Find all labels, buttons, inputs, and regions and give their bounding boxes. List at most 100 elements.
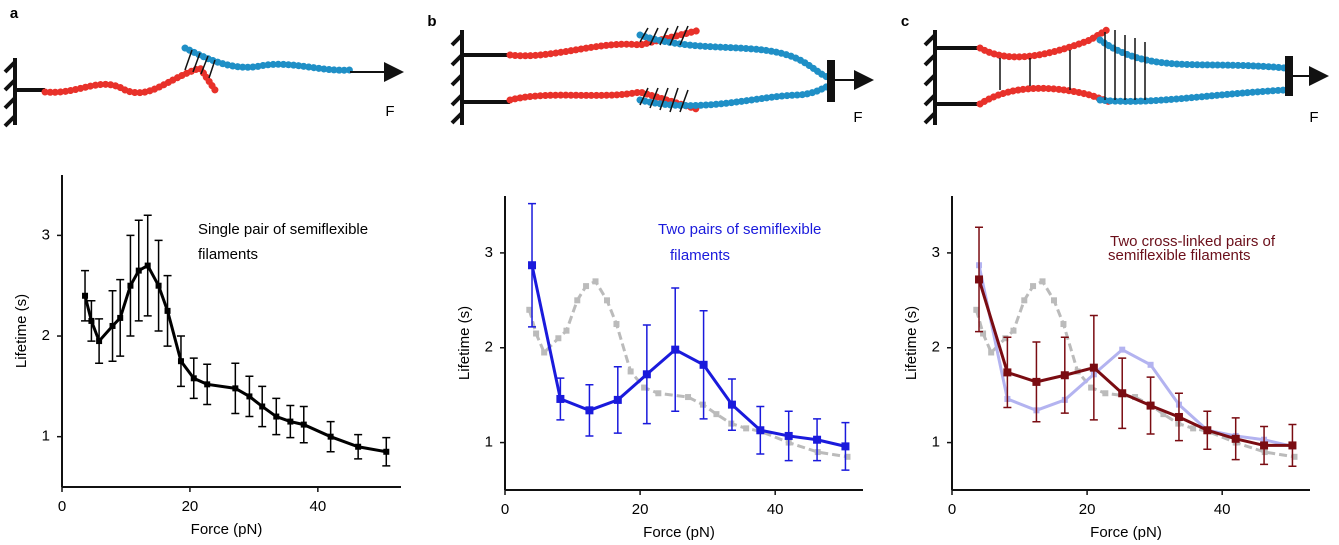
annotation: semiflexible filaments <box>1108 247 1251 264</box>
marker <box>144 262 151 269</box>
series-line <box>530 264 846 448</box>
series-line <box>977 279 1293 447</box>
y-axis-title: Lifetime (s) <box>456 306 473 380</box>
marker <box>1032 377 1041 386</box>
y-tick-label: 3 <box>485 244 493 261</box>
marker <box>613 321 620 328</box>
series-line <box>527 279 848 459</box>
marker <box>1119 346 1126 353</box>
panel-label: c <box>901 13 909 30</box>
marker <box>1039 278 1046 285</box>
marker <box>1003 368 1012 377</box>
marker <box>246 393 253 400</box>
marker <box>556 394 565 403</box>
marker <box>1060 321 1067 328</box>
marker <box>300 421 307 428</box>
marker <box>541 349 548 356</box>
schematic-a <box>3 44 404 128</box>
marker <box>641 384 648 391</box>
series-line <box>977 264 1293 448</box>
marker <box>555 335 562 342</box>
annotation: Two cross-linked pairs of <box>1110 233 1276 250</box>
marker <box>526 306 533 313</box>
marker <box>155 282 162 289</box>
annotation: Two pairs of semiflexible <box>658 221 821 238</box>
force-label: F <box>385 103 394 120</box>
marker <box>1231 434 1240 443</box>
marker <box>727 400 736 409</box>
x-tick-label: 0 <box>948 501 956 518</box>
marker <box>592 278 599 285</box>
marker <box>1002 335 1009 342</box>
schematic-c <box>923 24 1329 125</box>
marker <box>1030 283 1037 290</box>
marker <box>844 453 851 460</box>
marker <box>1291 453 1298 460</box>
marker <box>973 306 980 313</box>
marker <box>1089 363 1098 372</box>
y-tick-label: 1 <box>932 434 940 451</box>
series-line <box>974 279 1295 459</box>
x-tick-label: 0 <box>501 501 509 518</box>
marker <box>1288 441 1297 450</box>
marker <box>563 327 570 334</box>
marker <box>287 418 294 425</box>
marker <box>88 317 95 324</box>
marker <box>784 431 793 440</box>
x-axis-title: Force (pN) <box>643 524 715 541</box>
marker <box>232 385 239 392</box>
marker <box>1146 401 1155 410</box>
y-tick-label: 1 <box>485 434 493 451</box>
annotation: Single pair of semiflexible <box>198 221 368 238</box>
marker <box>1010 327 1017 334</box>
marker <box>1203 426 1212 435</box>
marker <box>841 442 850 451</box>
marker <box>127 282 134 289</box>
marker <box>574 297 581 304</box>
marker <box>1021 297 1028 304</box>
marker <box>259 403 266 410</box>
marker <box>109 322 116 329</box>
x-tick-label: 40 <box>767 501 784 518</box>
marker <box>980 330 987 337</box>
marker <box>1118 389 1127 398</box>
marker <box>1102 390 1109 397</box>
force-label: F <box>853 109 862 126</box>
force-label: F <box>1309 109 1318 126</box>
marker <box>699 360 708 369</box>
marker <box>685 394 692 401</box>
marker <box>642 370 651 379</box>
marker <box>585 406 594 415</box>
marker <box>627 368 634 375</box>
y-tick-label: 3 <box>42 226 50 243</box>
x-tick-label: 20 <box>632 501 649 518</box>
marker <box>528 261 537 270</box>
schematic-b <box>450 25 874 125</box>
marker <box>655 390 662 397</box>
marker <box>975 275 984 284</box>
marker <box>743 425 750 432</box>
y-tick-label: 2 <box>485 339 493 356</box>
series-line <box>83 263 387 454</box>
x-tick-label: 0 <box>58 498 66 515</box>
marker <box>383 448 390 455</box>
marker <box>583 283 590 290</box>
marker <box>355 443 362 450</box>
y-tick-label: 2 <box>42 327 50 344</box>
marker <box>671 345 680 354</box>
marker <box>1174 412 1183 421</box>
x-axis-title: Force (pN) <box>1090 524 1162 541</box>
marker <box>164 307 171 314</box>
marker <box>1060 371 1069 380</box>
annotation: filaments <box>670 247 730 264</box>
marker <box>204 381 211 388</box>
panel-label: a <box>10 5 19 22</box>
marker <box>1147 361 1154 368</box>
x-tick-label: 20 <box>1079 501 1096 518</box>
marker <box>190 375 197 382</box>
y-tick-label: 2 <box>932 339 940 356</box>
panel-label: b <box>427 13 436 30</box>
marker <box>135 267 142 274</box>
marker <box>756 426 765 435</box>
marker <box>117 314 124 321</box>
